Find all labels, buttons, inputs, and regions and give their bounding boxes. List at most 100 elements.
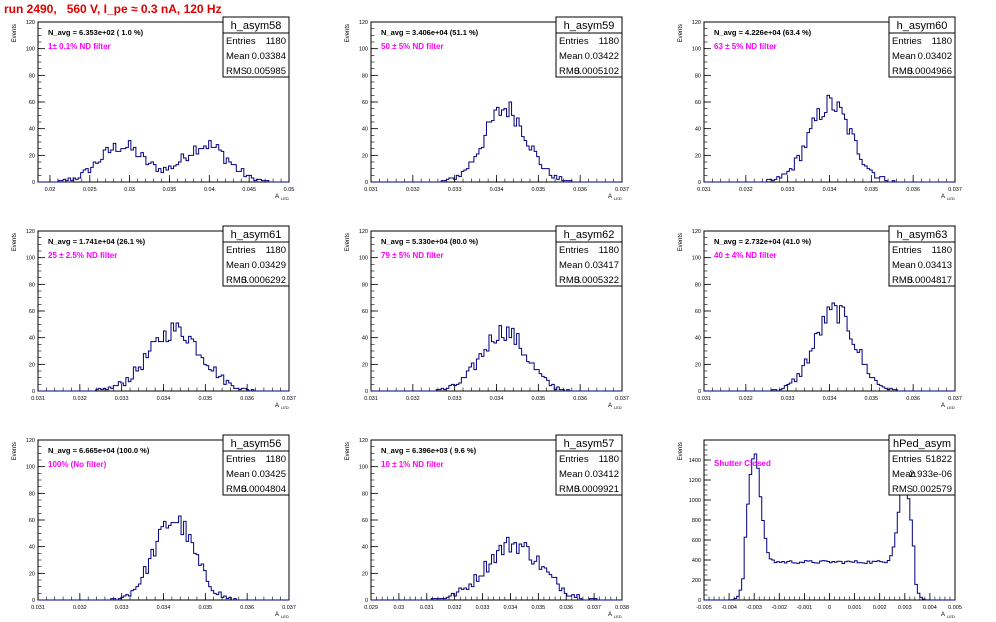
y-axis-label: Events (345, 24, 351, 42)
y-tick-label: 20 (29, 571, 35, 577)
stats-title: h_asym58 (231, 20, 282, 32)
stats-box (555, 16, 623, 78)
x-tick-label: 0.05 (284, 187, 295, 193)
y-tick-label: 20 (695, 362, 701, 368)
histogram-h_asym62: 0 20 40 60 80 100 120 0.031 0.032 0.033 0.034 0.035… (345, 225, 629, 410)
y-tick-label: 60 (29, 518, 35, 524)
x-tick-label: 0.036 (240, 605, 254, 611)
x-tick-label: 0.045 (242, 187, 256, 193)
x-tick-label: 0.031 (31, 396, 45, 402)
x-tick-label: 0.037 (587, 605, 601, 611)
x-tick-label: 0.005 (948, 605, 962, 611)
stats-value: 0.03422 (585, 51, 619, 62)
x-tick-label: 0.034 (823, 396, 837, 402)
y-tick-label: 100 (692, 256, 701, 262)
stats-title: h_asym62 (564, 229, 615, 241)
filter-label: 79 ± 5% ND filter (381, 251, 444, 260)
x-tick-label: 0.031 (420, 605, 434, 611)
filter-label: 1± 0.1% ND filter (48, 42, 111, 51)
y-tick-label: 1000 (689, 498, 701, 504)
x-axis-label: A (275, 403, 279, 409)
stats-label: Entries (892, 36, 922, 47)
y-tick-label: 800 (692, 518, 701, 524)
y-tick-label: 60 (29, 309, 35, 315)
histogram-line (704, 94, 955, 183)
y-tick-label: 120 (692, 20, 701, 26)
x-tick-label: 0.04 (204, 187, 215, 193)
stats-label: Mean (559, 51, 583, 62)
x-axis-label: A (608, 403, 612, 409)
y-tick-label: 120 (359, 229, 368, 235)
x-tick-label: 0.038 (615, 605, 629, 611)
y-tick-label: 80 (362, 73, 368, 79)
stats-box (888, 225, 956, 287)
x-axis-subscript: LED (614, 405, 622, 410)
stats-value: 0.0009921 (574, 484, 619, 495)
x-tick-label: 0.034 (157, 396, 171, 402)
navg-label: N_avg = 6.396e+03 ( 9.6 %) (381, 446, 477, 455)
stats-label: RMS (892, 484, 913, 495)
stats-value: 1180 (599, 245, 619, 256)
y-tick-label: 100 (359, 465, 368, 471)
stats-value: 0.0005102 (574, 66, 619, 77)
stats-value: 1180 (599, 454, 619, 465)
y-tick-label: 600 (692, 538, 701, 544)
x-tick-label: 0.03 (124, 187, 135, 193)
y-tick-label: 100 (26, 47, 35, 53)
navg-label: N_avg = 6.665e+04 (100.0 %) (48, 446, 150, 455)
filter-label: 50 ± 5% ND filter (381, 42, 444, 51)
y-tick-label: 20 (362, 571, 368, 577)
x-tick-label: 0.037 (615, 187, 629, 193)
stats-title: hPed_asym (893, 438, 951, 450)
x-axis-label: A (275, 194, 279, 200)
x-tick-label: 0.031 (697, 187, 711, 193)
y-tick-label: 80 (362, 282, 368, 288)
x-tick-label: 0.032 (739, 396, 753, 402)
x-tick-label: 0.036 (906, 187, 920, 193)
y-tick-label: 20 (362, 362, 368, 368)
stats-box (888, 16, 956, 78)
y-tick-label: 60 (695, 100, 701, 106)
y-tick-label: 20 (362, 153, 368, 159)
y-axis-label: Events (678, 442, 684, 460)
stats-value: 0.03429 (252, 260, 286, 271)
stats-label: RMS (226, 275, 247, 286)
x-tick-label: 0.032 (73, 605, 87, 611)
stats-box (555, 434, 623, 496)
x-axis-label: A (608, 194, 612, 200)
x-tick-label: 0.037 (282, 605, 296, 611)
x-tick-label: 0.032 (73, 396, 87, 402)
x-tick-label: 0.033 (781, 187, 795, 193)
x-axis-label: A (941, 403, 945, 409)
y-tick-label: 40 (362, 127, 368, 133)
y-tick-label: 100 (26, 256, 35, 262)
x-tick-label: 0.004 (923, 605, 937, 611)
x-tick-label: 0.034 (823, 187, 837, 193)
y-tick-label: 20 (29, 362, 35, 368)
y-tick-label: 40 (362, 336, 368, 342)
x-tick-label: 0.032 (448, 605, 462, 611)
x-tick-label: 0.037 (948, 187, 962, 193)
stats-box (222, 225, 290, 287)
stats-value: 0.03417 (585, 260, 619, 271)
y-tick-label: 40 (29, 336, 35, 342)
y-tick-label: 1400 (689, 458, 701, 464)
x-axis-subscript: LED (947, 196, 955, 201)
x-tick-label: 0.037 (948, 396, 962, 402)
x-tick-label: 0.033 (115, 605, 129, 611)
y-tick-label: 80 (29, 73, 35, 79)
stats-value: 1180 (599, 36, 619, 47)
x-tick-label: 0.035 (864, 187, 878, 193)
x-tick-label: 0.036 (240, 396, 254, 402)
stats-box (888, 434, 956, 496)
x-tick-label: 0.036 (573, 187, 587, 193)
x-tick-label: 0.035 (531, 187, 545, 193)
stats-label: Entries (892, 454, 922, 465)
y-tick-label: 100 (359, 256, 368, 262)
y-axis-label: Events (12, 442, 18, 460)
x-axis-subscript: LED (947, 405, 955, 410)
filter-label: 10 ± 1% ND filter (381, 460, 444, 469)
y-tick-label: 0 (698, 598, 701, 604)
stats-label: Mean (226, 51, 250, 62)
x-tick-label: 0.033 (476, 605, 490, 611)
